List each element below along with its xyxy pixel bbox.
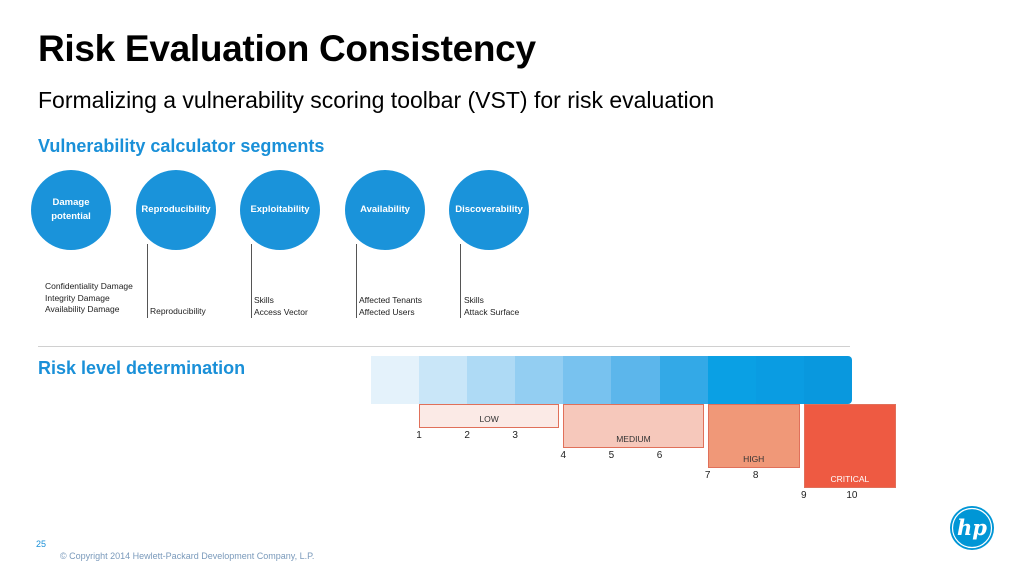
scale-cell bbox=[467, 356, 516, 404]
section-heading-segments: Vulnerability calculator segments bbox=[38, 136, 325, 156]
scale-number: 3 bbox=[512, 430, 518, 441]
segment-detail: Affected Tenants bbox=[359, 295, 423, 305]
segment-label: Reproducibility bbox=[141, 204, 211, 215]
segment-circle-availability: Availability bbox=[345, 170, 425, 250]
scale-cell bbox=[371, 356, 420, 404]
risk-scale-bar bbox=[371, 356, 852, 404]
scale-number: 1 bbox=[416, 430, 422, 441]
segment-circle-reproducibility: Reproducibility bbox=[136, 170, 216, 250]
scale-number: 4 bbox=[560, 450, 567, 461]
risk-level-label: LOW bbox=[479, 414, 499, 424]
scale-cell bbox=[611, 356, 660, 404]
scale-cell bbox=[659, 356, 708, 404]
segment-label: Availability bbox=[360, 204, 410, 215]
connector-line bbox=[356, 244, 357, 318]
segment-detail: Affected Users bbox=[359, 306, 415, 317]
section-divider bbox=[38, 346, 850, 347]
page-title: Risk Evaluation Consistency bbox=[38, 28, 536, 69]
risk-level-label: HIGH bbox=[743, 454, 765, 464]
segment-detail: Attack Surface bbox=[464, 306, 520, 317]
segment-circle-exploitability: Exploitability bbox=[240, 170, 320, 250]
scale-cell bbox=[563, 356, 612, 404]
scale-cell bbox=[755, 356, 804, 404]
hp-logo-text: hp bbox=[957, 515, 987, 540]
connector-line bbox=[460, 244, 461, 318]
scale-number: 10 bbox=[846, 490, 858, 501]
risk-level-medium: MEDIUM bbox=[563, 404, 704, 448]
page-subtitle: Formalizing a vulnerability scoring tool… bbox=[38, 87, 715, 113]
copyright-notice: © Copyright 2014 Hewlett-Packard Develop… bbox=[60, 551, 315, 561]
risk-level-critical: CRITICAL bbox=[803, 404, 896, 488]
segment-detail: Confidentiality Damage bbox=[45, 281, 133, 291]
section-heading-risk-level: Risk level determination bbox=[38, 358, 246, 378]
scale-number: 8 bbox=[752, 470, 759, 481]
segment-detail: Access Vector bbox=[254, 306, 308, 317]
segment-detail: Integrity Damage bbox=[45, 292, 110, 303]
risk-level-label: MEDIUM bbox=[616, 434, 651, 444]
scale-number: 2 bbox=[464, 430, 470, 441]
segment-label: Discoverability bbox=[455, 204, 523, 215]
page-number: 25 bbox=[36, 539, 47, 549]
segment-details-exploitability: Skills Access Vector bbox=[254, 295, 308, 318]
hp-logo-icon: hp bbox=[950, 506, 994, 550]
segment-details-damage-potential: Confidentiality Damage Integrity Damage … bbox=[45, 281, 133, 316]
segment-label: Exploitability bbox=[250, 204, 310, 215]
connector-line bbox=[251, 244, 252, 318]
segment-circle-damage-potential: Damage potential bbox=[31, 170, 111, 250]
segment-details-discoverability: Skills Attack Surface bbox=[464, 295, 519, 318]
segment-detail: Skills bbox=[464, 295, 484, 305]
scale-number: 7 bbox=[704, 470, 711, 481]
segment-details-availability: Affected Tenants Affected Users bbox=[359, 295, 422, 318]
risk-level-low: LOW bbox=[419, 404, 560, 428]
segment-detail: Availability Damage bbox=[45, 304, 120, 314]
segment-detail: Skills bbox=[254, 295, 274, 305]
segment-label: Damage potential bbox=[51, 197, 91, 222]
scale-cell bbox=[707, 356, 756, 404]
connector-line bbox=[147, 244, 148, 318]
segment-circle-discoverability: Discoverability bbox=[449, 170, 529, 250]
scale-cell bbox=[803, 356, 852, 404]
scale-cell bbox=[419, 356, 468, 404]
risk-level-label: CRITICAL bbox=[830, 474, 870, 484]
scale-cell bbox=[515, 356, 564, 404]
scale-number: 9 bbox=[801, 490, 807, 501]
scale-number: 5 bbox=[608, 450, 615, 461]
segment-detail: Reproducibility bbox=[150, 306, 206, 316]
risk-level-high: HIGH bbox=[707, 404, 800, 468]
scale-number: 6 bbox=[656, 450, 663, 461]
segment-details-reproducibility: Reproducibility bbox=[150, 306, 206, 318]
